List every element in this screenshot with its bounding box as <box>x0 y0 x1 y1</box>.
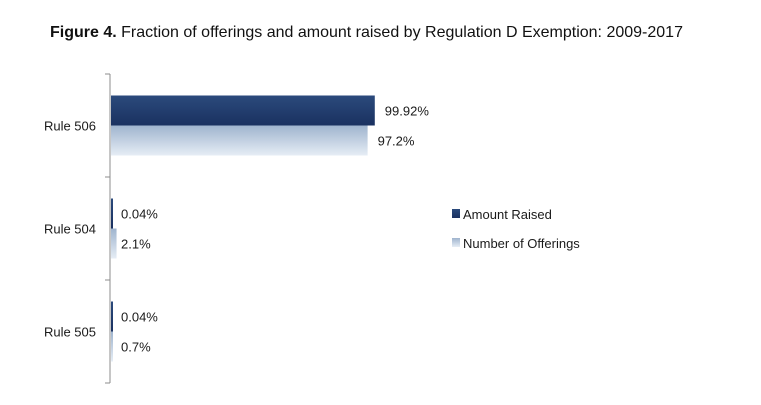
data-label: 2.1% <box>121 237 151 252</box>
category-label: Rule 504 <box>44 222 96 237</box>
bar-amount-raised <box>111 95 375 126</box>
category-label: Rule 506 <box>44 119 96 134</box>
bar-amount-raised <box>111 198 113 229</box>
legend-label: Number of Offerings <box>463 236 580 251</box>
bar-amount-raised <box>111 301 113 332</box>
legend-swatch <box>452 238 460 247</box>
figure-title-text: Fraction of offerings and amount raised … <box>121 24 683 41</box>
legend-swatch <box>452 209 460 218</box>
bar-number-of-offerings <box>111 125 368 156</box>
figure-label: Figure 4. <box>50 24 117 41</box>
bar-number-of-offerings <box>111 331 113 362</box>
legend-label: Amount Raised <box>463 207 552 222</box>
data-label: 99.92% <box>385 104 430 119</box>
data-label: 0.04% <box>121 310 158 325</box>
bar-number-of-offerings <box>111 228 117 259</box>
data-label: 97.2% <box>378 134 415 149</box>
chart-title: Figure 4. Fraction of offerings and amou… <box>50 24 683 42</box>
category-label: Rule 505 <box>44 325 96 340</box>
data-label: 0.04% <box>121 207 158 222</box>
data-label: 0.7% <box>121 340 151 355</box>
